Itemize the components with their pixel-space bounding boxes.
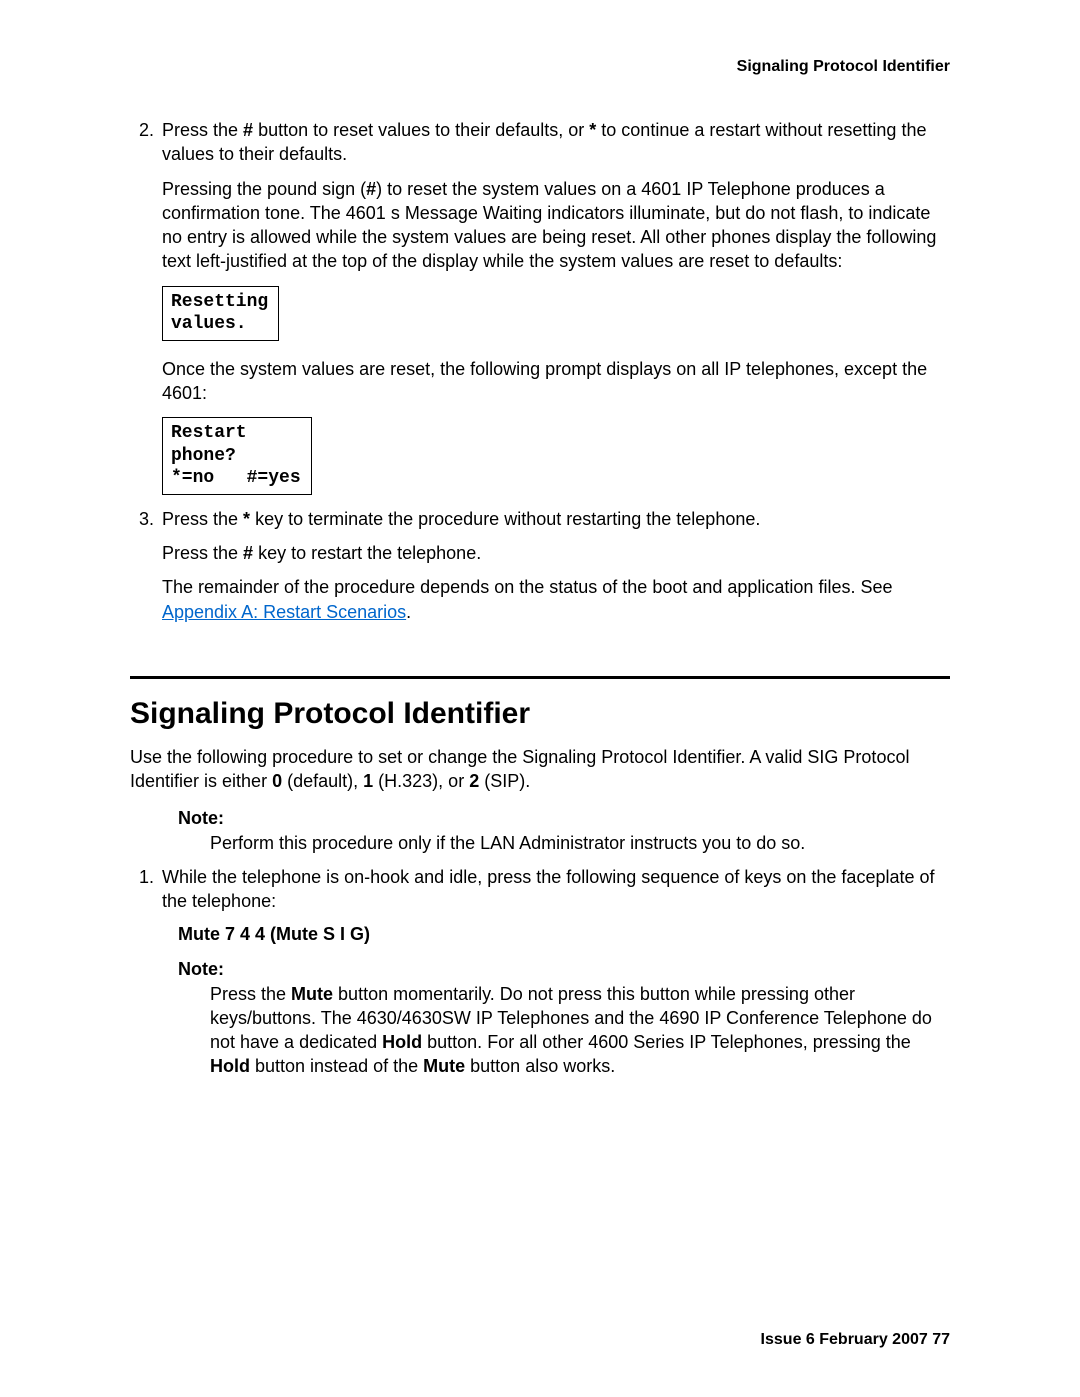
- step2-para3: Once the system values are reset, the fo…: [162, 357, 950, 406]
- section-title: Signaling Protocol Identifier: [130, 697, 950, 731]
- page: Signaling Protocol Identifier 2. Press t…: [0, 0, 1080, 1397]
- section-divider: [130, 676, 950, 679]
- hold-2: Hold: [210, 1056, 250, 1076]
- step3-p2-b: key to restart the telephone.: [253, 543, 481, 563]
- intro-b: (default),: [282, 771, 363, 791]
- page-footer: Issue 6 February 2007 77: [761, 1331, 950, 1349]
- step-3: 3. Press the * key to terminate the proc…: [130, 507, 950, 531]
- step-3-body: Press the * key to terminate the procedu…: [162, 507, 950, 531]
- step3-p2-a: Press the: [162, 543, 243, 563]
- step2-p1-a: Press the: [162, 120, 243, 140]
- star-symbol-2: *: [243, 509, 250, 529]
- mute-1: Mute: [291, 984, 333, 1004]
- step2-p1-b: button to reset values to their defaults…: [253, 120, 589, 140]
- key-sequence: Mute 7 4 4 (Mute S I G): [178, 924, 950, 945]
- hash-symbol-3: #: [243, 543, 253, 563]
- step3-p1-a: Press the: [162, 509, 243, 529]
- step2-p2-a: Pressing the pound sign (: [162, 179, 366, 199]
- step3-para3: The remainder of the procedure depends o…: [162, 575, 950, 624]
- section-step-1-body: While the telephone is on-hook and idle,…: [162, 865, 950, 914]
- note-2-body: Press the Mute button momentarily. Do no…: [210, 982, 950, 1079]
- hash-symbol-2: #: [366, 179, 376, 199]
- intro-0: 0: [272, 771, 282, 791]
- display-box-restart: Restart phone? *=no #=yes: [162, 417, 312, 495]
- step3-para2: Press the # key to restart the telephone…: [162, 541, 950, 565]
- n2-c: button. For all other 4600 Series IP Tel…: [422, 1032, 911, 1052]
- intro-1: 1: [363, 771, 373, 791]
- page-header-title: Signaling Protocol Identifier: [130, 58, 950, 76]
- n2-a: Press the: [210, 984, 291, 1004]
- intro-2: 2: [469, 771, 479, 791]
- hash-symbol: #: [243, 120, 253, 140]
- hold-1: Hold: [382, 1032, 422, 1052]
- step3-p3-b: .: [406, 602, 411, 622]
- section-intro: Use the following procedure to set or ch…: [130, 745, 950, 794]
- note-1-body: Perform this procedure only if the LAN A…: [210, 831, 950, 855]
- step-2-body: Press the # button to reset values to th…: [162, 118, 950, 167]
- display-box-resetting: Resetting values.: [162, 286, 279, 341]
- note-2-label: Note:: [178, 959, 950, 980]
- step2-para2: Pressing the pound sign (#) to reset the…: [162, 177, 950, 274]
- appendix-link[interactable]: Appendix A: Restart Scenarios: [162, 602, 406, 622]
- step-2-number: 2.: [130, 118, 154, 167]
- step3-p1-b: key to terminate the procedure without r…: [250, 509, 760, 529]
- section-step-1: 1. While the telephone is on-hook and id…: [130, 865, 950, 914]
- n2-d: button instead of the: [250, 1056, 423, 1076]
- section-step-1-number: 1.: [130, 865, 154, 914]
- note-1-label: Note:: [178, 808, 950, 829]
- step3-p3-a: The remainder of the procedure depends o…: [162, 577, 893, 597]
- n2-e: button also works.: [465, 1056, 615, 1076]
- intro-c: (H.323), or: [373, 771, 469, 791]
- mute-2: Mute: [423, 1056, 465, 1076]
- intro-d: (SIP).: [479, 771, 530, 791]
- step-3-number: 3.: [130, 507, 154, 531]
- step-2: 2. Press the # button to reset values to…: [130, 118, 950, 167]
